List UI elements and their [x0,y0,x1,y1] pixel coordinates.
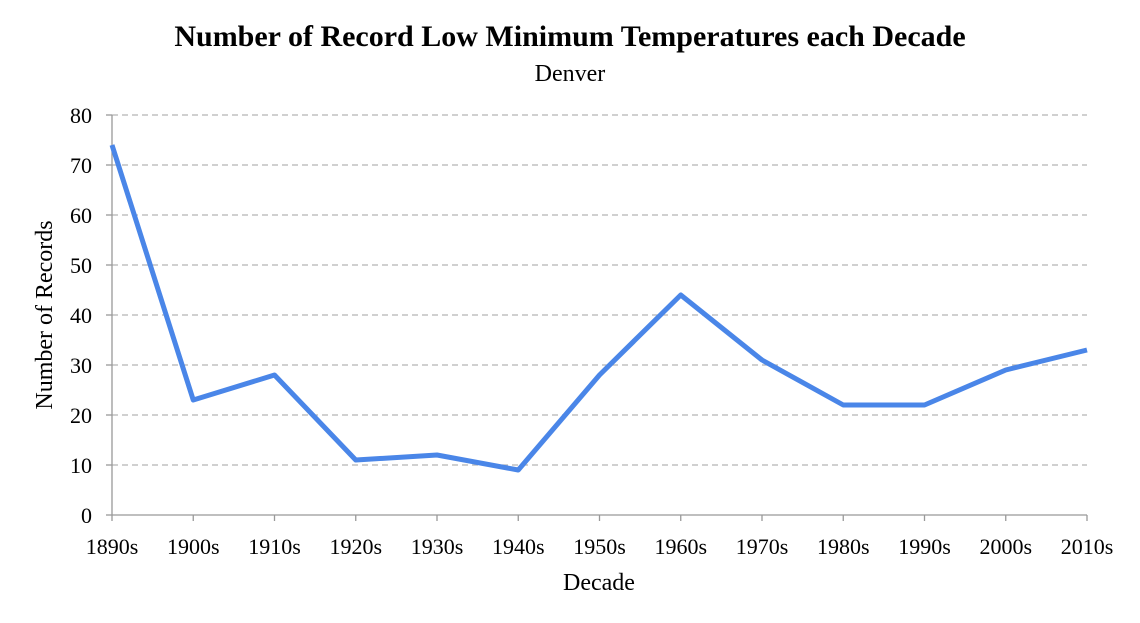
chart-title: Number of Record Low Minimum Temperature… [174,20,965,53]
chart-subtitle: Denver [535,61,606,87]
y-tick-labels: 0 10 20 30 40 50 60 70 80 [70,103,92,528]
x-axis-title: Decade [563,570,635,596]
x-tick-label-1990s: 1990s [898,534,951,559]
axes [106,114,1088,521]
y-tick-label: 60 [70,203,92,228]
x-tick-label-1940s: 1940s [492,534,545,559]
x-tick-label-1900s: 1900s [167,534,220,559]
y-tick-label: 20 [70,403,92,428]
x-tick-label-1920s: 1920s [329,534,382,559]
y-tick-label: 70 [70,153,92,178]
y-tick-label: 30 [70,353,92,378]
gridlines [112,114,1087,466]
y-tick-label: 80 [70,103,92,128]
y-tick-label: 0 [81,503,92,528]
x-tick-label-1890s: 1890s [86,534,139,559]
y-tick-label: 10 [70,453,92,478]
x-tick-label-2010s: 2010s [1061,534,1114,559]
x-tick-label-1910s: 1910s [248,534,301,559]
y-tick-label: 40 [70,303,92,328]
y-axis-title: Number of Records [32,220,58,409]
series-line-0 [109,144,1088,473]
x-tick-labels: 1890s 1900s 1910s 1920s 1930s 1940s 1950s 1960s… [86,534,1114,559]
y-tick-label: 50 [70,253,92,278]
x-tick-label-1950s: 1950s [573,534,626,559]
x-tick-label-2000s: 2000s [979,534,1032,559]
x-tick-label-1970s: 1970s [736,534,789,559]
x-tick-label-1980s: 1980s [817,534,870,559]
x-tick-label-1960s: 1960s [654,534,707,559]
series [109,144,1088,473]
x-tick-label-1930s: 1930s [411,534,464,559]
